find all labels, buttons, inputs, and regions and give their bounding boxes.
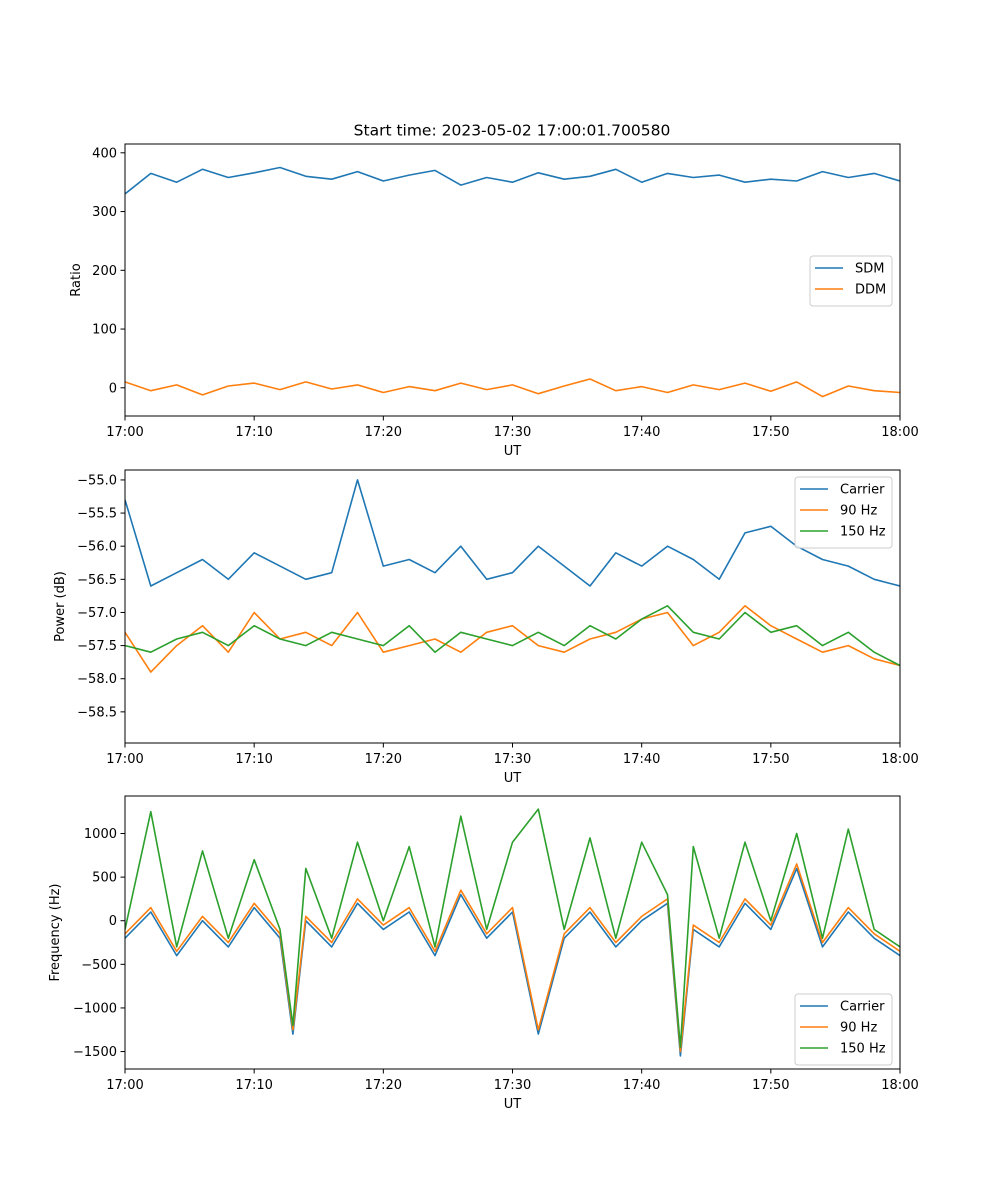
y-tick-label: −58.5 <box>77 705 117 720</box>
y-tick-label: 400 <box>92 146 117 161</box>
x-tick-label: 18:00 <box>881 752 918 767</box>
power-panel: 17:00 17:10 17:20 17:30 17:40 17:50 18:00 −58.5… <box>53 469 919 786</box>
x-tick-label: 17:10 <box>235 425 272 440</box>
x-axis-label: UT <box>504 1097 522 1112</box>
ratio-panel: 17:00 17:10 17:20 17:30 17:40 17:50 18:00 0 100 2… <box>69 143 919 459</box>
y-tick-label: −57.0 <box>77 606 117 621</box>
frequency-panel: 17:00 17:10 17:20 17:30 17:40 17:50 18:00 −1500… <box>48 795 919 1112</box>
y-tick-label: −56.0 <box>77 540 117 555</box>
legend: SDM DDM <box>809 255 893 307</box>
x-tick-label: 17:20 <box>365 425 402 440</box>
x-tick-label: 18:00 <box>881 425 918 440</box>
x-axis-label: UT <box>504 444 522 459</box>
series-line-150-hz <box>125 605 900 667</box>
x-tick-label: 17:50 <box>752 1078 789 1093</box>
y-axis-label: Frequency (Hz) <box>48 883 63 981</box>
x-axis-label: UT <box>504 771 522 786</box>
y-tick-label: 100 <box>92 323 117 338</box>
x-tick-label: 17:20 <box>365 1078 402 1093</box>
x-tick-label: 17:10 <box>235 752 272 767</box>
plot-frame <box>124 795 901 1070</box>
legend-label-90-hz: 90 Hz <box>840 504 877 519</box>
y-tick-label: −55.5 <box>77 507 117 522</box>
series-line-carrier <box>125 479 900 587</box>
figure-title: Start time: 2023-05-02 17:00:01.700580 <box>354 122 671 140</box>
plot-frame <box>124 143 901 417</box>
y-tick-label: 0 <box>109 914 117 929</box>
x-tick-label: 17:00 <box>106 752 143 767</box>
y-tick-label: −500 <box>81 958 117 973</box>
series-line-90-hz <box>125 863 900 1053</box>
legend-label-90-hz: 90 Hz <box>840 1021 877 1036</box>
legend-label-150-hz: 150 Hz <box>840 525 886 540</box>
y-axis-label: Power (dB) <box>53 571 68 642</box>
series-line-sdm <box>125 166 900 195</box>
x-tick-label: 17:50 <box>752 752 789 767</box>
x-tick-label: 17:30 <box>494 1078 531 1093</box>
series-line-carrier <box>125 867 900 1057</box>
x-tick-label: 17:20 <box>365 752 402 767</box>
y-tick-label: −58.0 <box>77 672 117 687</box>
y-tick-label: 300 <box>92 205 117 220</box>
legend-label-carrier: Carrier <box>840 1000 885 1015</box>
series-line-90-hz <box>125 605 900 673</box>
legend: Carrier 90 Hz 150 Hz <box>794 476 893 549</box>
x-tick-label: 17:40 <box>623 752 660 767</box>
plot-frame <box>124 469 901 744</box>
y-tick-label: −1000 <box>73 1001 117 1016</box>
legend-label-sdm: SDM <box>855 262 884 277</box>
y-tick-label: 1000 <box>84 827 117 842</box>
x-tick-label: 17:00 <box>106 1078 143 1093</box>
y-tick-label: −56.5 <box>77 573 117 588</box>
legend: Carrier 90 Hz 150 Hz <box>794 993 893 1066</box>
x-tick-label: 17:30 <box>494 752 531 767</box>
x-tick-label: 17:30 <box>494 425 531 440</box>
y-tick-label: −57.5 <box>77 639 117 654</box>
x-tick-label: 17:50 <box>752 425 789 440</box>
y-tick-label: 0 <box>109 381 117 396</box>
y-axis-label: Ratio <box>69 263 84 296</box>
y-tick-label: 200 <box>92 264 117 279</box>
series-line-ddm <box>125 378 900 398</box>
y-tick-label: 500 <box>92 871 117 886</box>
legend-label-150-hz: 150 Hz <box>840 1042 886 1057</box>
legend-label-carrier: Carrier <box>840 483 885 498</box>
series-line-150-hz <box>125 808 900 1048</box>
x-tick-label: 18:00 <box>881 1078 918 1093</box>
y-tick-label: −1500 <box>73 1045 117 1060</box>
y-tick-label: −55.0 <box>77 473 117 488</box>
x-tick-label: 17:40 <box>623 425 660 440</box>
legend-label-ddm: DDM <box>855 283 886 298</box>
x-tick-label: 17:40 <box>623 1078 660 1093</box>
x-tick-label: 17:10 <box>235 1078 272 1093</box>
x-tick-label: 17:00 <box>106 425 143 440</box>
